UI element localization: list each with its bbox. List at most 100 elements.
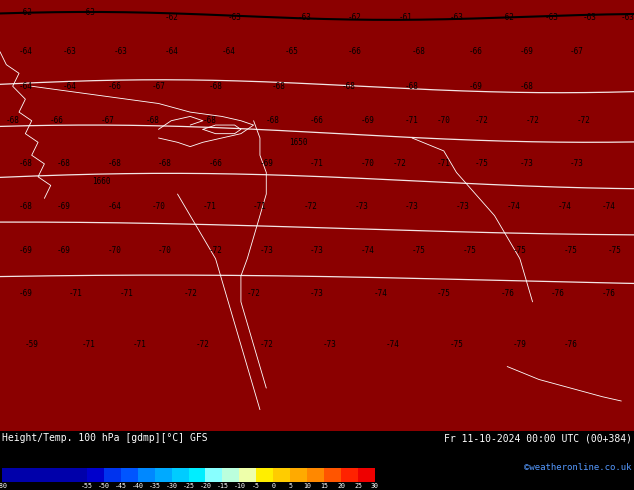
Text: -74: -74 xyxy=(557,202,571,212)
Bar xyxy=(307,468,324,482)
Text: -72: -72 xyxy=(475,116,489,125)
Text: -64: -64 xyxy=(221,47,235,56)
Text: -68: -68 xyxy=(56,159,70,169)
Text: -59: -59 xyxy=(25,341,39,349)
Bar xyxy=(358,468,375,482)
Bar xyxy=(120,468,138,482)
Text: -64: -64 xyxy=(18,82,32,91)
Text: Height/Temp. 100 hPa [gdmp][°C] GFS: Height/Temp. 100 hPa [gdmp][°C] GFS xyxy=(2,433,207,443)
Text: -15: -15 xyxy=(216,483,228,489)
Text: 25: 25 xyxy=(354,483,362,489)
Text: -68: -68 xyxy=(145,116,159,125)
Text: -62: -62 xyxy=(164,13,178,22)
Bar xyxy=(172,468,188,482)
Text: -76: -76 xyxy=(602,289,616,298)
Text: -73: -73 xyxy=(519,159,533,169)
Text: -64: -64 xyxy=(63,82,77,91)
Text: -68: -68 xyxy=(6,116,20,125)
Text: -73: -73 xyxy=(259,245,273,255)
Text: -64: -64 xyxy=(164,47,178,56)
Text: -68: -68 xyxy=(519,82,533,91)
Text: -69: -69 xyxy=(18,289,32,298)
Bar xyxy=(341,468,358,482)
Bar xyxy=(188,468,205,482)
Text: -55: -55 xyxy=(81,483,93,489)
Text: -66: -66 xyxy=(348,47,362,56)
Text: -69: -69 xyxy=(519,47,533,56)
Text: -68: -68 xyxy=(266,116,280,125)
Text: 1650: 1650 xyxy=(288,138,307,147)
Text: -5: -5 xyxy=(252,483,261,489)
Bar xyxy=(256,468,273,482)
Text: -10: -10 xyxy=(233,483,245,489)
Bar xyxy=(138,468,155,482)
Text: -68: -68 xyxy=(405,82,419,91)
Text: -67: -67 xyxy=(570,47,584,56)
Text: -63: -63 xyxy=(545,13,559,22)
Text: -75: -75 xyxy=(450,341,463,349)
Text: -71: -71 xyxy=(253,202,267,212)
Text: -25: -25 xyxy=(183,483,195,489)
Text: -67: -67 xyxy=(152,82,165,91)
Text: -35: -35 xyxy=(148,483,160,489)
Bar xyxy=(324,468,341,482)
Text: -68: -68 xyxy=(209,82,223,91)
Text: -73: -73 xyxy=(405,202,419,212)
Text: -75: -75 xyxy=(411,245,425,255)
Text: -64: -64 xyxy=(107,202,121,212)
Text: -75: -75 xyxy=(437,289,451,298)
Text: -74: -74 xyxy=(602,202,616,212)
Text: -68: -68 xyxy=(107,159,121,169)
Bar xyxy=(205,468,223,482)
Text: -72: -72 xyxy=(183,289,197,298)
Text: -68: -68 xyxy=(202,116,216,125)
Text: Fr 11-10-2024 00:00 UTC (00+384): Fr 11-10-2024 00:00 UTC (00+384) xyxy=(444,433,632,443)
Text: -68: -68 xyxy=(411,47,425,56)
Text: -72: -72 xyxy=(304,202,318,212)
Text: 30: 30 xyxy=(371,483,379,489)
Text: -68: -68 xyxy=(158,159,172,169)
Text: -69: -69 xyxy=(469,82,482,91)
Text: -71: -71 xyxy=(133,341,146,349)
Text: -69: -69 xyxy=(18,245,32,255)
Text: -73: -73 xyxy=(354,202,368,212)
Text: -45: -45 xyxy=(115,483,127,489)
Text: -20: -20 xyxy=(200,483,212,489)
Text: -72: -72 xyxy=(576,116,590,125)
Bar xyxy=(240,468,256,482)
Text: -63: -63 xyxy=(228,13,242,22)
Text: -74: -74 xyxy=(507,202,521,212)
Text: -63: -63 xyxy=(621,13,634,22)
Text: -73: -73 xyxy=(310,245,324,255)
Text: -73: -73 xyxy=(323,341,337,349)
Text: -69: -69 xyxy=(259,159,273,169)
Text: 0: 0 xyxy=(271,483,275,489)
Text: -72: -72 xyxy=(392,159,406,169)
Text: -71: -71 xyxy=(82,341,96,349)
Bar xyxy=(2,468,87,482)
Text: -40: -40 xyxy=(132,483,144,489)
Text: -73: -73 xyxy=(456,202,470,212)
Text: -70: -70 xyxy=(107,245,121,255)
Text: -67: -67 xyxy=(101,116,115,125)
Text: -76: -76 xyxy=(564,341,578,349)
Text: -68: -68 xyxy=(342,82,356,91)
Text: -30: -30 xyxy=(165,483,178,489)
Text: 5: 5 xyxy=(288,483,292,489)
Text: -74: -74 xyxy=(373,289,387,298)
Text: -61: -61 xyxy=(399,13,413,22)
Text: -66: -66 xyxy=(107,82,121,91)
Text: -75: -75 xyxy=(608,245,622,255)
Text: 1660: 1660 xyxy=(92,176,111,186)
Text: -62: -62 xyxy=(18,8,32,18)
Text: -72: -72 xyxy=(526,116,540,125)
Text: -66: -66 xyxy=(209,159,223,169)
Text: -63: -63 xyxy=(82,8,96,18)
Text: -70: -70 xyxy=(158,245,172,255)
Text: -63: -63 xyxy=(113,47,127,56)
Text: -70: -70 xyxy=(152,202,165,212)
Text: -70: -70 xyxy=(361,159,375,169)
Text: -75: -75 xyxy=(462,245,476,255)
Text: -73: -73 xyxy=(310,289,324,298)
Text: -71: -71 xyxy=(437,159,451,169)
